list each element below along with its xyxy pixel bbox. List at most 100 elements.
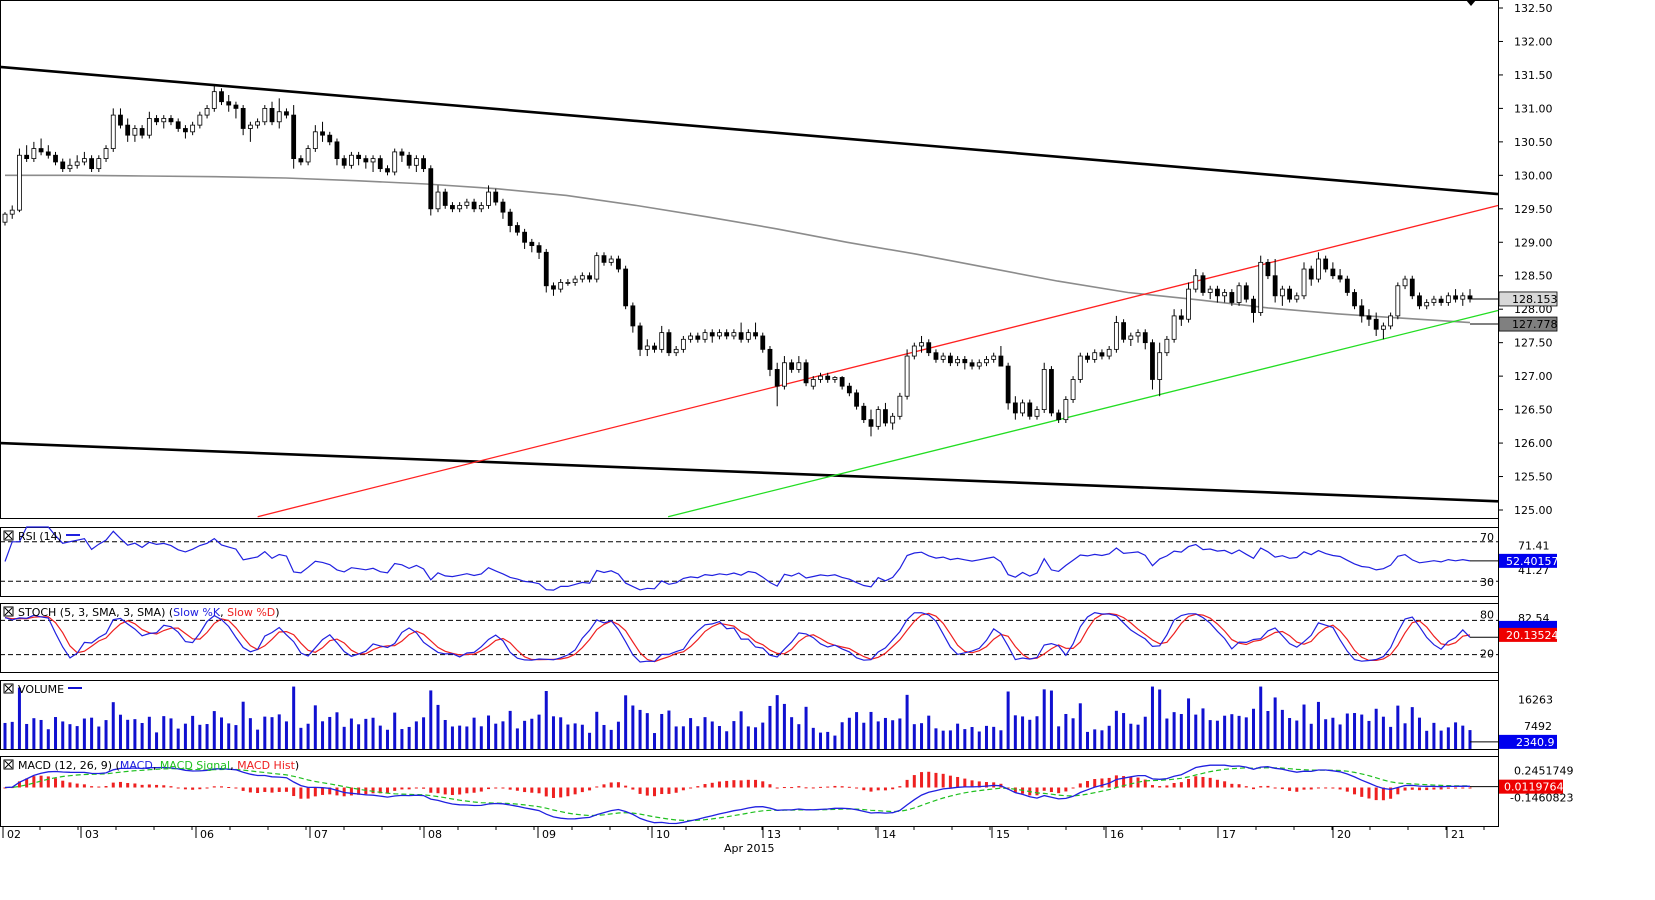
candle-body: [1258, 261, 1264, 313]
macd-hist-bar: [1064, 787, 1068, 792]
candle-body: [45, 151, 51, 156]
macd-hist-bar: [1071, 787, 1075, 789]
volume-bar: [1021, 716, 1025, 749]
volume-bar: [703, 717, 707, 749]
candle-body: [1438, 298, 1444, 303]
candle-body: [1402, 278, 1408, 287]
candle-body: [514, 225, 520, 233]
volume-bar: [1273, 697, 1277, 749]
candle-body: [789, 362, 795, 370]
macd-hist-bar: [1266, 785, 1270, 788]
candle-body: [702, 332, 708, 340]
volume-bar: [1251, 708, 1255, 749]
macd-hist-bar: [357, 787, 361, 795]
candle-body: [60, 161, 66, 170]
x-date-label: 14: [882, 828, 896, 841]
volume-bar: [90, 717, 94, 749]
macd-hist-bar: [1194, 776, 1198, 788]
volume-bar: [551, 716, 555, 749]
macd-hist-bar: [559, 787, 563, 798]
macd-hist-bar: [1396, 787, 1400, 795]
volume-bar: [970, 727, 974, 749]
candle-body: [680, 338, 686, 350]
candle-body: [1236, 285, 1242, 303]
volume-bar: [1230, 714, 1234, 749]
volume-bar: [746, 726, 750, 749]
macd-hist-bar: [1251, 787, 1255, 790]
volume-bar: [1302, 704, 1306, 749]
macd-hist-bar: [804, 787, 808, 789]
volume-bar: [696, 726, 700, 749]
macd-hist-bar: [299, 787, 303, 799]
volume-bar: [1288, 718, 1292, 749]
macd-hist-bar: [667, 787, 671, 794]
candle-body: [1460, 295, 1466, 300]
price-tick-label: 126.50: [1514, 404, 1553, 417]
x-date-label: 16: [1110, 828, 1124, 841]
volume-bar: [1013, 715, 1017, 749]
macd-title-part: MACD Signal: [160, 759, 230, 772]
candle-body: [67, 164, 73, 170]
volume-bar: [118, 714, 122, 749]
macd-hist-bar: [1223, 781, 1227, 788]
macd-hist-bar: [681, 787, 685, 791]
macd-hist-bar: [378, 787, 382, 794]
volume-bar: [494, 723, 498, 749]
candle-body: [767, 348, 773, 370]
candle-body: [1063, 399, 1069, 421]
macd-hist-bar: [313, 787, 317, 797]
volume-bar: [1266, 711, 1270, 749]
macd-hist-bar: [1345, 787, 1349, 792]
macd-hist-bar: [1122, 776, 1126, 788]
volume-bar: [321, 721, 325, 749]
volume-bar: [999, 730, 1003, 749]
candle-body: [356, 154, 362, 159]
volume-bar: [1280, 709, 1284, 749]
volume-bar: [1244, 717, 1248, 749]
macd-hist-bar: [811, 787, 815, 789]
volume-bar: [234, 725, 238, 749]
macd-hist-bar: [710, 782, 714, 788]
candle-body: [1279, 288, 1285, 297]
volume-bar: [984, 725, 988, 749]
macd-hist-bar: [443, 787, 447, 795]
macd-title-part: MACD (12, 26, 9) (: [18, 759, 120, 772]
macd-hist-bar: [768, 784, 772, 788]
volume-bar: [775, 695, 779, 749]
volume-bar: [1374, 708, 1378, 749]
candle-body: [890, 415, 896, 424]
volume-bar: [977, 731, 981, 749]
volume-bar: [1223, 715, 1227, 749]
macd-hist-bar: [1201, 776, 1205, 788]
candle-body: [363, 158, 369, 163]
macd-hist-bar: [624, 785, 628, 788]
candle-body: [1229, 292, 1235, 303]
volume-bar: [515, 728, 519, 749]
macd-hist-bar: [133, 783, 137, 788]
volume-bar: [653, 733, 657, 749]
volume-bar: [263, 716, 267, 749]
macd-hist-bar: [183, 787, 187, 790]
candle-body: [255, 121, 260, 126]
candle-body: [312, 131, 318, 149]
macd-hist-bar: [1288, 787, 1292, 791]
volume-bar: [1028, 719, 1032, 749]
candle-body: [1049, 369, 1054, 414]
candle-body: [1294, 295, 1300, 300]
candle-body: [753, 332, 758, 337]
macd-hist-bar: [364, 787, 368, 795]
macd-hist-bar: [212, 786, 216, 788]
macd-hist-bar: [118, 781, 122, 788]
candle-body: [940, 355, 946, 360]
macd-hist-bar: [580, 787, 584, 793]
candle-body: [1178, 315, 1184, 320]
candle-body: [406, 154, 412, 166]
macd-hist-bar: [1093, 779, 1097, 788]
volume-bar: [588, 732, 592, 749]
macd-hist-bar: [616, 782, 620, 788]
macd-hist-bar: [429, 787, 433, 793]
candle-body: [53, 154, 58, 163]
volume-bar: [169, 718, 173, 749]
price-tick-label: 127.00: [1514, 370, 1553, 383]
stoch-last-label: 20.13524: [1506, 629, 1559, 642]
